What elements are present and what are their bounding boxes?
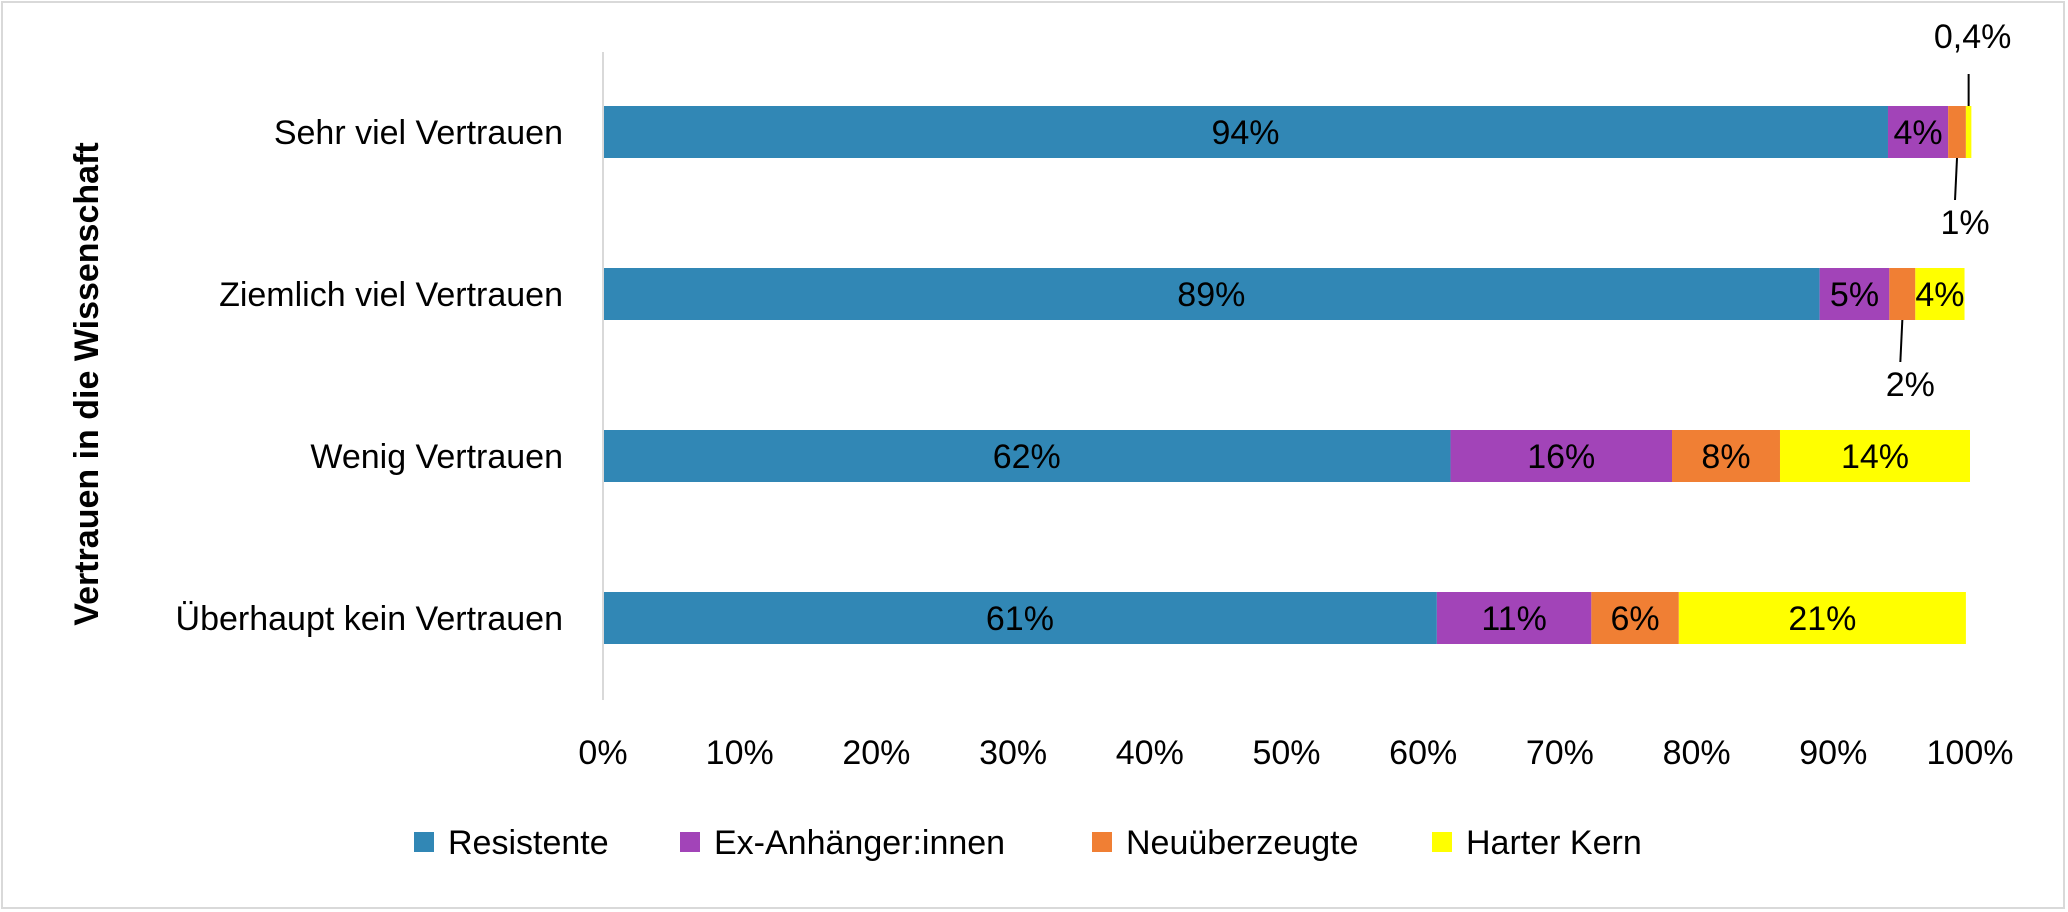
bar-resistente-ueberhaupt-kein-vertrauen xyxy=(603,592,1437,644)
bar-neuueberzeugte-ueberhaupt-kein-vertrauen xyxy=(1591,592,1679,644)
bar-ex-anhaenger-innen-ueberhaupt-kein-vertrauen xyxy=(1436,592,1592,644)
bar-labels: 94% 4% 89% 5% 4% 62% 16% 8% 14% 61% 11% 6% 21% xyxy=(986,114,1965,638)
legend-label-resistente: Resistente xyxy=(448,824,609,862)
bar-neuueberzeugte-sehr-viel-vertrauen xyxy=(1948,106,1966,158)
bar-resistente-wenig-vertrauen xyxy=(603,430,1451,482)
bar-label-neuueberzeugte-wenig-vertrauen: 8% xyxy=(1701,438,1750,476)
category-label-sehr-viel-vertrauen: Sehr viel Vertrauen xyxy=(274,114,563,152)
legend-swatch-resistente xyxy=(414,832,434,852)
bar-label-harter-kern-wenig-vertrauen: 14% xyxy=(1841,438,1909,476)
bar-label-resistente-ueberhaupt-kein-vertrauen: 61% xyxy=(986,600,1054,638)
bar-label-resistente-ziemlich-viel-vertrauen: 89% xyxy=(1177,276,1245,314)
x-tick-label-3: 30% xyxy=(979,734,1047,772)
category-label-ziemlich-viel-vertrauen: Ziemlich viel Vertrauen xyxy=(219,276,563,314)
callout-leader-2 xyxy=(1899,319,1904,363)
bar-harter-kern-wenig-vertrauen xyxy=(1779,430,1970,482)
bar-label-resistente-sehr-viel-vertrauen: 94% xyxy=(1211,114,1279,152)
bar-ex-anhaenger-innen-ziemlich-viel-vertrauen xyxy=(1819,268,1890,320)
bar-ex-anhaenger-innen-wenig-vertrauen xyxy=(1450,430,1672,482)
legend-label-harter-kern: Harter Kern xyxy=(1466,824,1642,862)
bar-harter-kern-ziemlich-viel-vertrauen xyxy=(1915,268,1965,320)
category-label-ueberhaupt-kein-vertrauen: Überhaupt kein Vertrauen xyxy=(176,600,563,638)
legend-swatch-neuueberzeugte xyxy=(1092,832,1112,852)
bar-resistente-sehr-viel-vertrauen xyxy=(603,106,1888,158)
category-labels: Sehr viel Vertrauen Ziemlich viel Vertrau… xyxy=(176,114,563,638)
legend-swatch-harter-kern xyxy=(1432,832,1452,852)
x-tick-label-6: 60% xyxy=(1389,734,1457,772)
legend-label-ex-anhaenger-innen: Ex-Anhänger:innen xyxy=(714,824,1005,862)
bar-neuueberzeugte-wenig-vertrauen xyxy=(1671,430,1780,482)
bar-label-harter-kern-ziemlich-viel-vertrauen: 4% xyxy=(1915,276,1964,314)
bar-ex-anhaenger-innen-sehr-viel-vertrauen xyxy=(1887,106,1949,158)
y-axis-title-group: Vertrauen in die Wissenschaft xyxy=(68,142,106,625)
x-tick-label-1: 10% xyxy=(706,734,774,772)
x-tick-label-5: 50% xyxy=(1252,734,1320,772)
bar-resistente-ziemlich-viel-vertrauen xyxy=(603,268,1820,320)
callout-label-neuueberzeugte-sehr-viel-vertrauen: 1% xyxy=(1940,204,1989,242)
bar-label-resistente-wenig-vertrauen: 62% xyxy=(993,438,1061,476)
callout-label-neuueberzeugte-ziemlich-viel-vertrauen: 2% xyxy=(1886,366,1935,404)
bar-harter-kern-ueberhaupt-kein-vertrauen xyxy=(1678,592,1966,644)
x-tick-label-4: 40% xyxy=(1116,734,1184,772)
bar-neuueberzeugte-ziemlich-viel-vertrauen xyxy=(1889,268,1916,320)
bar-label-ex-anhaenger-innen-ueberhaupt-kein-vertrauen: 11% xyxy=(1481,600,1547,638)
bar-label-ex-anhaenger-innen-sehr-viel-vertrauen: 4% xyxy=(1893,114,1942,152)
x-tick-label-8: 80% xyxy=(1663,734,1731,772)
bars xyxy=(603,106,1972,644)
x-axis: 0% 10% 20% 30% 40% 50% 60% 70% 80% 90% 100% xyxy=(578,52,2013,772)
x-tick-label-2: 20% xyxy=(842,734,910,772)
x-tick-label-0: 0% xyxy=(578,734,627,772)
legend: Resistente Ex-Anhänger:innen Neuüberzeugte… xyxy=(414,824,1642,862)
bar-label-neuueberzeugte-ueberhaupt-kein-vertrauen: 6% xyxy=(1611,600,1660,638)
bar-harter-kern-sehr-viel-vertrauen xyxy=(1965,106,1972,158)
x-tick-label-9: 90% xyxy=(1799,734,1867,772)
y-axis-title: Vertrauen in die Wissenschaft xyxy=(68,142,106,625)
x-tick-label-10: 100% xyxy=(1927,734,2014,772)
callout-label-harter-kern-sehr-viel-vertrauen: 0,4% xyxy=(1934,18,2012,56)
bar-label-ex-anhaenger-innen-ziemlich-viel-vertrauen: 5% xyxy=(1830,276,1879,314)
callout-leader-1 xyxy=(1954,157,1959,201)
x-tick-label-7: 70% xyxy=(1526,734,1594,772)
legend-label-neuueberzeugte: Neuüberzeugte xyxy=(1126,824,1359,862)
callouts: 0,4% 1% 2% xyxy=(1886,18,2012,404)
category-label-wenig-vertrauen: Wenig Vertrauen xyxy=(310,438,563,476)
bar-label-ex-anhaenger-innen-wenig-vertrauen: 16% xyxy=(1527,438,1595,476)
legend-swatch-ex-anhaenger-innen xyxy=(680,832,700,852)
bar-label-harter-kern-ueberhaupt-kein-vertrauen: 21% xyxy=(1788,600,1856,638)
